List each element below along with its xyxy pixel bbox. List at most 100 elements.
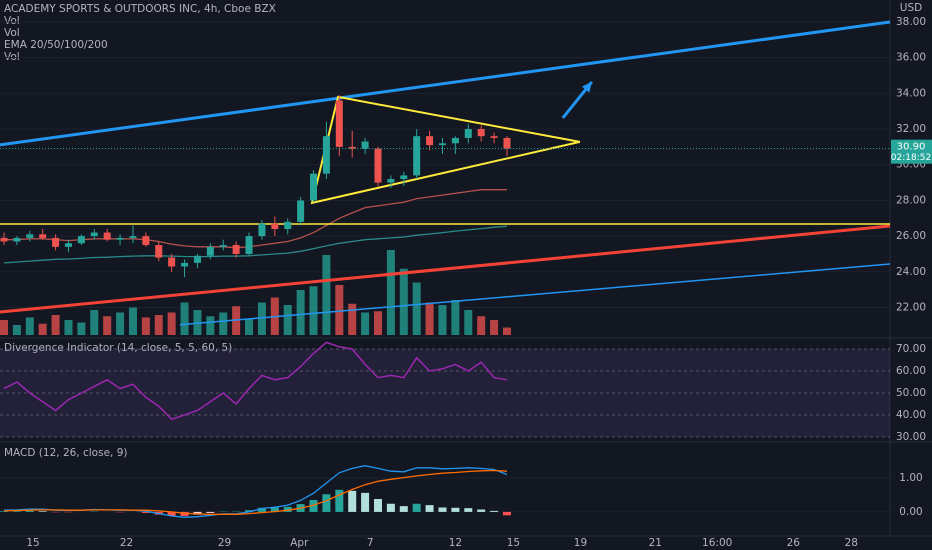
indicator-line (4, 189, 507, 249)
x-tick-label: Apr (290, 537, 309, 549)
legend-line: Vol (4, 51, 20, 63)
volume-bar (257, 302, 266, 335)
volume-bar (490, 320, 499, 335)
histogram-bar (374, 499, 383, 512)
volume-bar (361, 312, 370, 335)
candle-body (245, 236, 253, 254)
volume-bar (438, 305, 447, 335)
candle-body (155, 245, 163, 258)
candle-body (361, 141, 369, 149)
candle-body (297, 200, 305, 222)
volume-bar (374, 311, 383, 335)
y-tick-label: 32.00 (896, 123, 926, 135)
y-tick-label: 22.00 (896, 302, 926, 314)
histogram-bar (0, 511, 8, 512)
x-tick-label: 28 (845, 537, 858, 549)
candle-body (503, 137, 511, 149)
currency: USD (900, 2, 922, 14)
candle-body (400, 175, 408, 180)
volume-bar (296, 290, 305, 335)
candle-body (477, 129, 485, 137)
volume-bar (167, 312, 176, 335)
volume-bar (25, 317, 34, 335)
candle-body (52, 237, 60, 247)
candle-body (310, 173, 318, 201)
trend-line (179, 263, 891, 326)
volume-bar (103, 316, 112, 335)
legend-line: Vol (4, 27, 20, 39)
arrow-head (581, 81, 592, 93)
y-tick-label: 50.00 (896, 387, 926, 399)
candle-body (142, 236, 150, 246)
y-tick-label: 26.00 (896, 230, 926, 242)
trend-line (0, 224, 891, 314)
x-tick-label: 16:00 (702, 537, 732, 549)
y-tick-label: 28.00 (896, 194, 926, 206)
histogram-bar (451, 507, 460, 512)
volume-bar (180, 302, 189, 335)
histogram-bar (283, 506, 292, 512)
x-tick-label: 7 (367, 537, 374, 549)
candle-body (219, 245, 227, 247)
countdown: 02:18:52 (891, 153, 931, 163)
volume-bar (51, 315, 60, 335)
candle-body (39, 234, 47, 238)
candle-body (181, 262, 189, 267)
x-tick-label: 15 (26, 537, 39, 549)
y-tick-label: 24.00 (896, 266, 926, 278)
indicator-line (3, 225, 508, 264)
last-price-label: 30.90 (897, 142, 926, 153)
volume-bar (412, 282, 421, 335)
volume-bar (64, 320, 73, 335)
volume-bar (464, 310, 473, 335)
histogram-bar (12, 511, 21, 512)
x-tick-label: 12 (449, 537, 462, 549)
histogram-bar (399, 506, 408, 512)
histogram-bar (464, 508, 473, 512)
candle-body (168, 257, 176, 267)
candle-body (348, 146, 356, 149)
candle-body (490, 136, 498, 138)
candle-body (77, 236, 85, 244)
candle-body (451, 137, 459, 144)
histogram-bar (38, 511, 47, 512)
histogram-bar (502, 511, 511, 516)
histogram-bar (167, 511, 176, 516)
x-tick-label: 19 (574, 537, 587, 549)
legend-line: EMA 20/50/100/200 (4, 39, 108, 51)
candle-body (426, 136, 434, 146)
histogram-bar (386, 503, 395, 512)
y-tick-label: 0.00 (899, 506, 922, 518)
volume-bar (154, 315, 163, 335)
x-tick-label: 26 (787, 537, 801, 549)
x-tick-label: 15 (507, 537, 520, 549)
y-tick-label: 34.00 (896, 87, 926, 99)
volume-bar (245, 318, 254, 335)
volume-bar (193, 310, 202, 335)
candle-body (13, 237, 21, 242)
y-tick-label: 1.00 (899, 472, 922, 484)
candle-body (374, 148, 382, 183)
volume-bar (386, 250, 395, 335)
candle-body (413, 136, 421, 176)
pane-title: Divergence Indicator (14, close, 5, 5, 6… (4, 342, 232, 354)
last-price-box (891, 139, 932, 164)
indicator-line (3, 469, 508, 515)
candle-body (322, 136, 330, 174)
pane-title: MACD (12, 26, close, 9) (4, 447, 127, 459)
volume-bar (128, 307, 137, 335)
histogram-bar (361, 492, 370, 512)
candle-body (129, 236, 137, 238)
candle-body (116, 237, 124, 240)
volume-bar (335, 285, 344, 335)
histogram-bar (257, 507, 266, 512)
histogram-bar (348, 490, 357, 512)
histogram-bar (477, 509, 486, 512)
candle-body (464, 129, 472, 138)
volume-bar (322, 255, 331, 335)
candle-body (258, 223, 266, 237)
candle-body (206, 246, 214, 256)
histogram-bar (245, 510, 254, 512)
histogram-bar (25, 510, 34, 512)
